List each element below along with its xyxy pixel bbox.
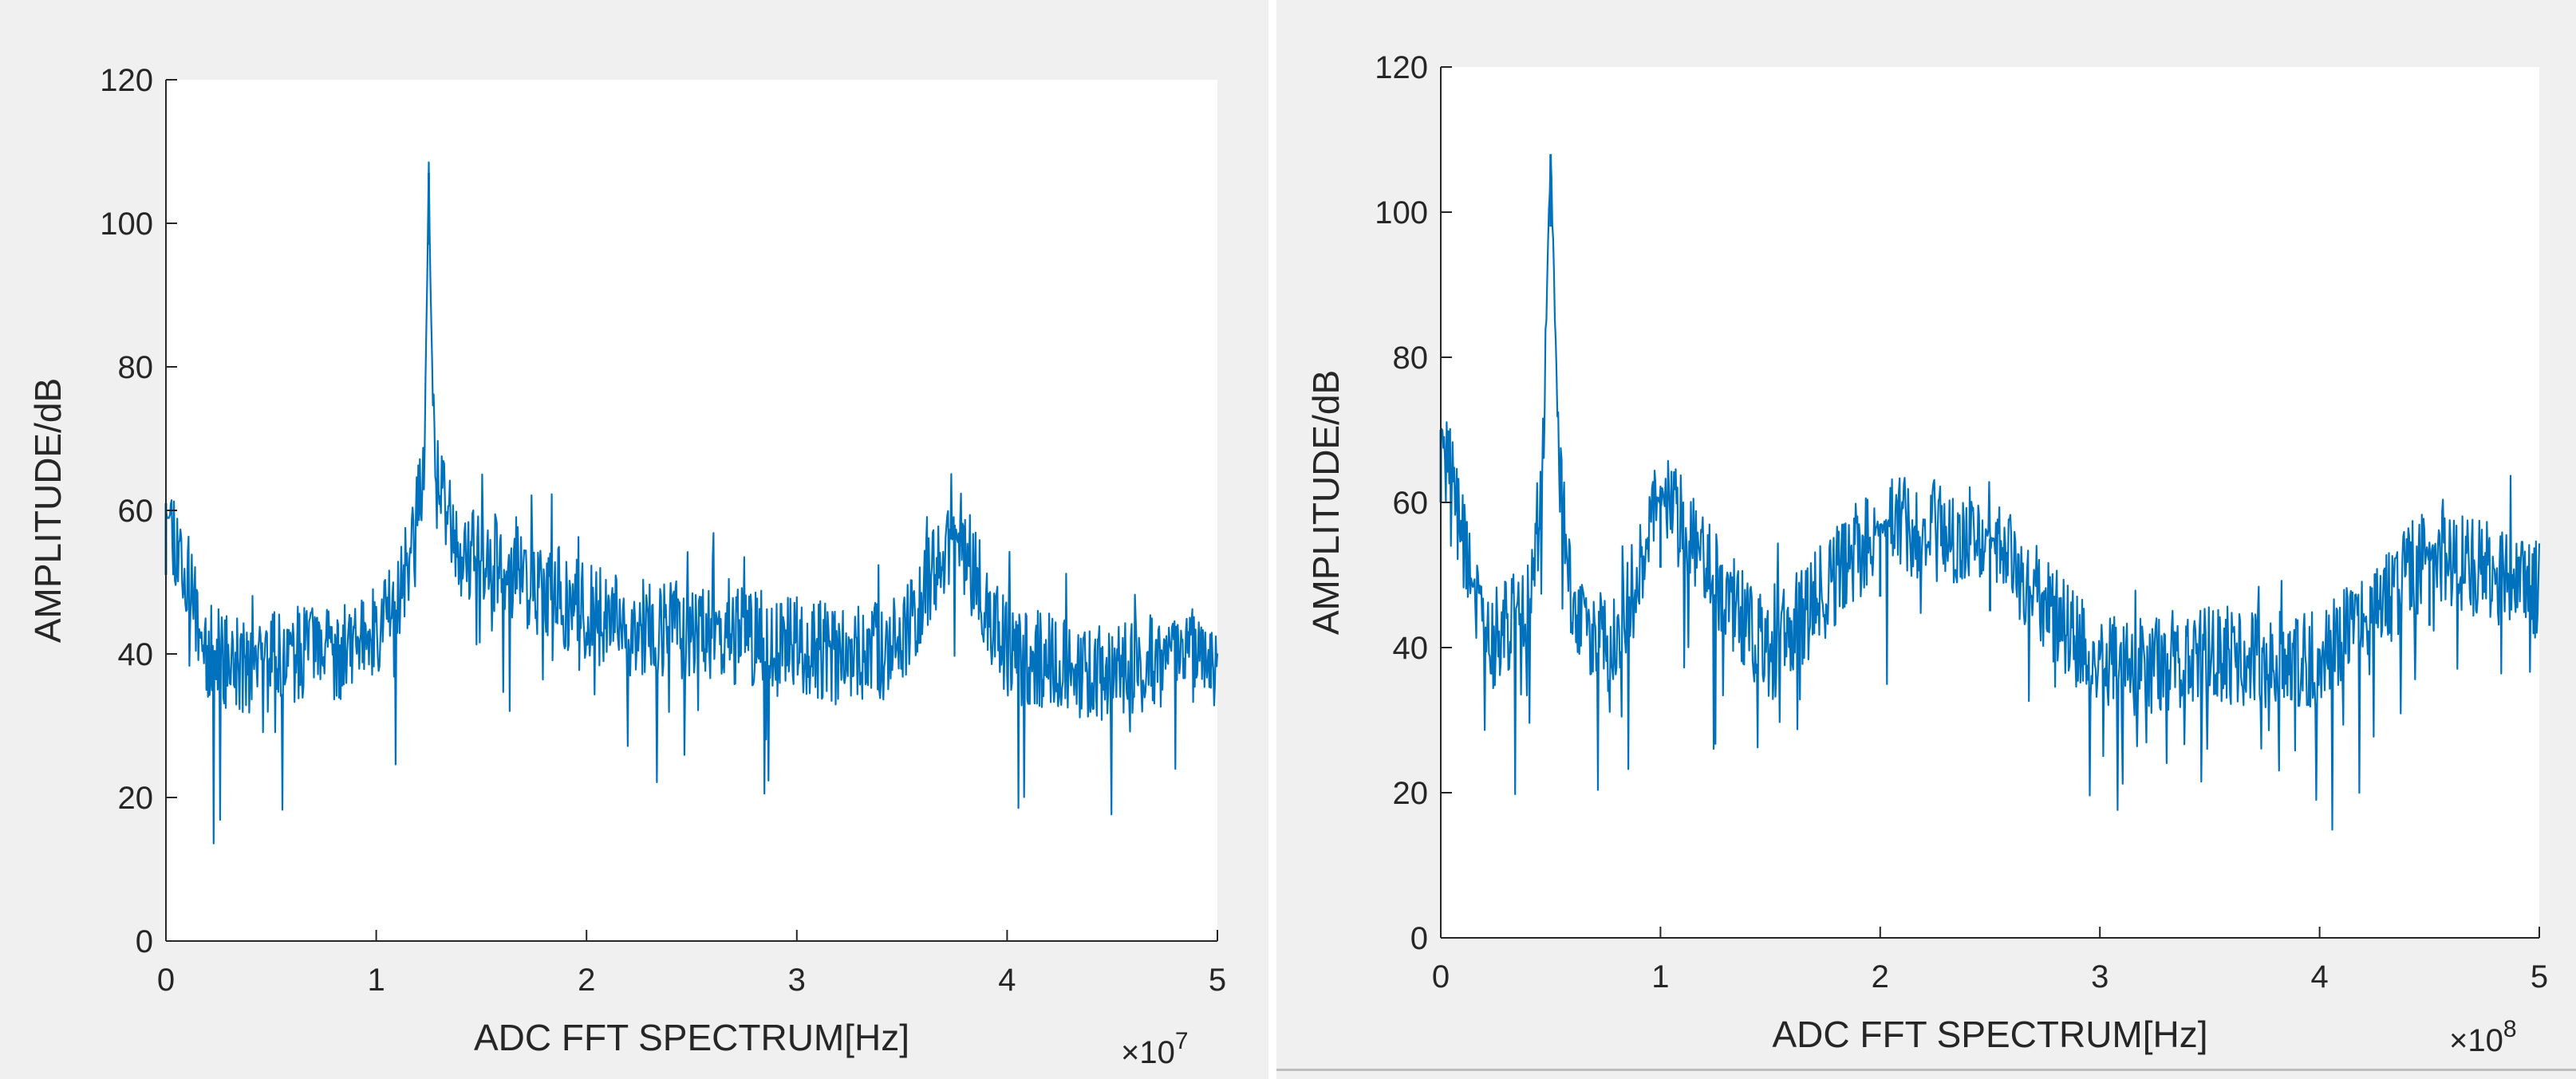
bottom-rule: [1276, 1069, 2576, 1071]
chart-0-x-exponent-label: ×107: [1121, 1028, 1189, 1070]
chart-0-x-tick-label: 2: [578, 963, 595, 998]
chart-1-x-tick-label: 3: [2091, 959, 2109, 994]
chart-0-x-tick-label: 3: [788, 963, 806, 998]
chart-1-y-axis-label: AMPLITUDE/dB: [1305, 370, 1347, 635]
chart-0-plot-area: [166, 80, 1217, 941]
chart-1-y-tick-label: 40: [1393, 631, 1429, 666]
chart-1-x-tick-label: 4: [2310, 959, 2328, 994]
chart-0-series-line: [164, 161, 1219, 845]
chart-1-y-tick-label: 120: [1375, 50, 1428, 85]
chart-1-x-tick-label: 1: [1651, 959, 1669, 994]
chart-panel-left: 0 1 2 3 4 5 0 20 40 60 80 100 120 ADC FFT SPECTRUM[Hz…: [0, 0, 1268, 1079]
chart-1-x-tick-label: 2: [1872, 959, 1889, 994]
chart-0-y-tick-label: 40: [118, 637, 154, 672]
chart-0-y-tick-label: 0: [136, 924, 153, 959]
chart-1-x-tick-label: 5: [2531, 959, 2548, 994]
chart-1-x-exponent-label: ×108: [2449, 1016, 2517, 1058]
chart-0-y-axis-label: AMPLITUDE/dB: [27, 378, 69, 643]
chart-1-y-tick-label: 0: [1410, 921, 1428, 956]
chart-1-x-tick-label: 0: [1432, 959, 1450, 994]
fft-chart-left: 0 1 2 3 4 5 0 20 40 60 80 100 120 ADC FFT SPECTRUM[Hz…: [27, 63, 1226, 1070]
chart-0-x-tick-label: 1: [367, 963, 385, 998]
chart-panel-right: 0 1 2 3 4 5 0 20 40 60 80 100 120 ADC FFT SPECTRUM[Hz…: [1276, 0, 2576, 1079]
chart-0-x-tick-label: 4: [998, 963, 1016, 998]
chart-0-x-axis-label: ADC FFT SPECTRUM[Hz]: [474, 1017, 909, 1058]
chart-1-y-tick-label: 80: [1393, 341, 1429, 376]
chart-1-y-tick-label: 60: [1393, 486, 1429, 521]
chart-0-y-tick-label: 80: [118, 350, 154, 385]
chart-1-series-line: [1439, 155, 2541, 831]
fft-chart-right: 0 1 2 3 4 5 0 20 40 60 80 100 120 ADC FFT SPECTRUM[Hz…: [1305, 50, 2548, 1058]
chart-1-y-tick-label: 20: [1393, 776, 1429, 811]
chart-0-x-tick-label: 0: [157, 963, 175, 998]
chart-0-x-tick-label: 5: [1209, 963, 1226, 998]
chart-0-y-tick-label: 100: [100, 207, 153, 242]
chart-0-y-tick-label: 120: [100, 63, 153, 98]
chart-0-y-tick-label: 60: [118, 494, 154, 529]
chart-0-y-tick-label: 20: [118, 781, 154, 816]
chart-1-y-tick-label: 100: [1375, 195, 1428, 230]
chart-1-x-axis-label: ADC FFT SPECTRUM[Hz]: [1772, 1014, 2207, 1055]
panel-divider: [1268, 0, 1276, 1079]
